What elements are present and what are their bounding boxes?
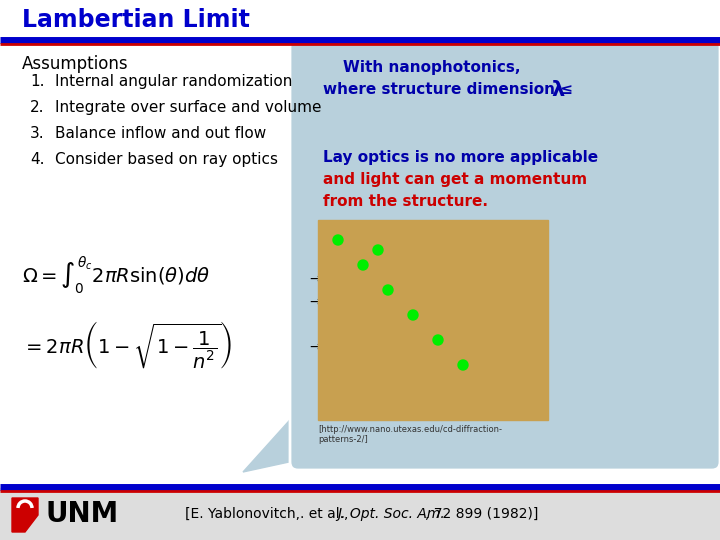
- Text: Integrate over surface and volume: Integrate over surface and volume: [55, 100, 322, 115]
- Text: and light can get a momentum: and light can get a momentum: [323, 172, 587, 187]
- Bar: [0, 488, 720, 540]
- Text: 4.: 4.: [30, 152, 45, 167]
- Text: → Tab: → Tab: [310, 295, 350, 309]
- Text: Internal angular randomization: Internal angular randomization: [55, 74, 292, 89]
- Text: → Int: → Int: [310, 340, 344, 354]
- Polygon shape: [243, 402, 358, 472]
- Polygon shape: [12, 498, 38, 532]
- Circle shape: [433, 335, 443, 345]
- Text: Lay optics is no more applicable: Lay optics is no more applicable: [323, 150, 598, 165]
- Circle shape: [408, 310, 418, 320]
- Text: [http://www.nano.utexas.edu/cd-diffraction-
patterns-2/]: [http://www.nano.utexas.edu/cd-diffracti…: [318, 425, 502, 444]
- Text: Lambertian Limit: Lambertian Limit: [22, 8, 250, 32]
- Circle shape: [333, 235, 343, 245]
- Circle shape: [458, 360, 468, 370]
- Text: Consider based on ray optics: Consider based on ray optics: [55, 152, 278, 167]
- Text: Balance inflow and out flow: Balance inflow and out flow: [55, 126, 266, 141]
- Text: [E. Yablonovitch,. et al.,: [E. Yablonovitch,. et al.,: [185, 507, 353, 521]
- Text: 3.: 3.: [30, 126, 45, 141]
- Text: λ: λ: [551, 80, 564, 100]
- FancyBboxPatch shape: [290, 39, 720, 470]
- Text: UNM: UNM: [46, 500, 120, 528]
- Circle shape: [358, 260, 368, 270]
- Bar: [318, 220, 548, 420]
- Text: $= 2\pi R\left(1 - \sqrt{1 - \dfrac{1}{n^2}}\right)$: $= 2\pi R\left(1 - \sqrt{1 - \dfrac{1}{n…: [22, 320, 233, 372]
- Text: 1.: 1.: [30, 74, 45, 89]
- Text: , 72 899 (1982)]: , 72 899 (1982)]: [425, 507, 539, 521]
- Circle shape: [373, 245, 383, 255]
- Text: where structure dimension ≤: where structure dimension ≤: [323, 82, 583, 97]
- Text: J. Opt. Soc. Am.: J. Opt. Soc. Am.: [337, 507, 445, 521]
- Text: from the structure.: from the structure.: [323, 194, 488, 209]
- Text: $\Omega = \int_0^{\theta_c} 2\pi R\sin(\theta)d\theta$: $\Omega = \int_0^{\theta_c} 2\pi R\sin(\…: [22, 255, 210, 296]
- Text: 2.: 2.: [30, 100, 45, 115]
- Text: With nanophotonics,: With nanophotonics,: [343, 60, 521, 75]
- Text: → Sol: → Sol: [310, 272, 347, 286]
- Circle shape: [383, 285, 393, 295]
- Text: Assumptions: Assumptions: [22, 55, 129, 73]
